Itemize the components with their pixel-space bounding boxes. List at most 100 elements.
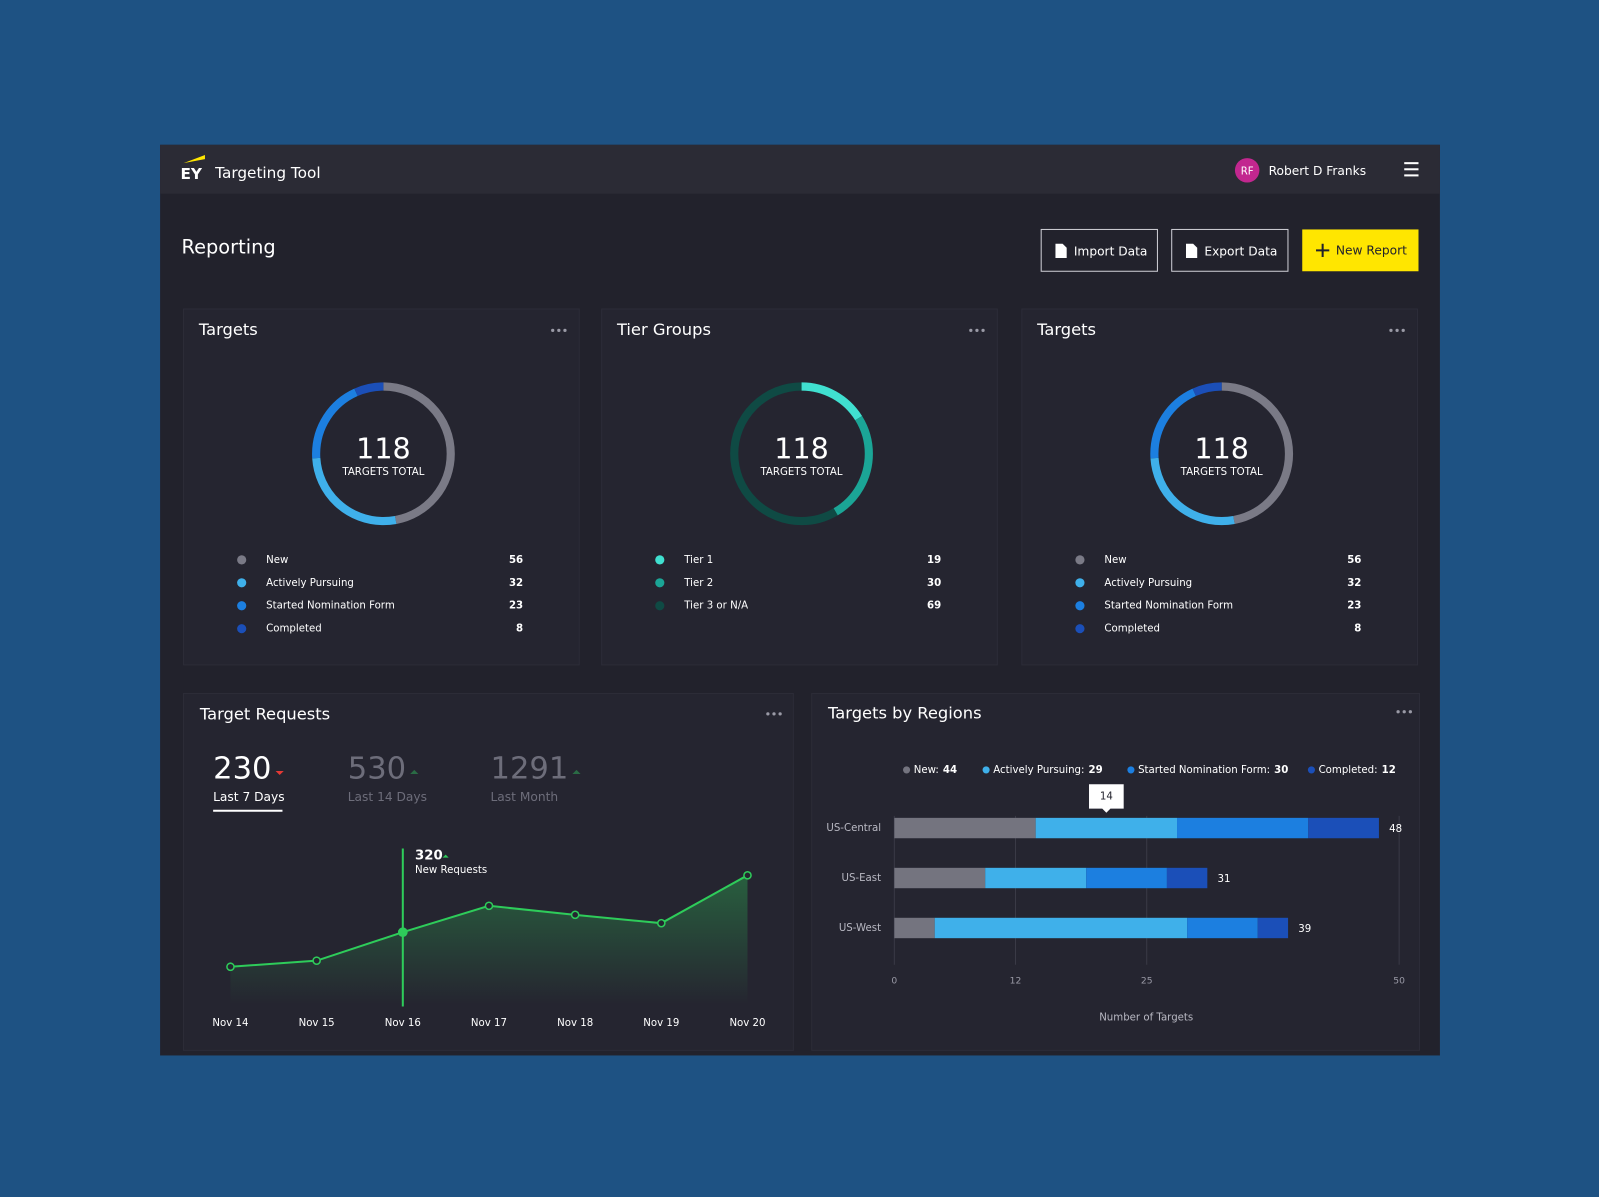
card — [1021, 308, 1418, 666]
bar-segment — [1086, 867, 1167, 889]
more-dot — [563, 328, 567, 333]
legend-label: New: — [914, 765, 939, 776]
donut-segment — [312, 382, 455, 526]
stat-value: 1291 — [491, 751, 569, 786]
legend-dot — [903, 766, 911, 774]
donut-segment — [1150, 382, 1294, 526]
donut-segment — [730, 382, 873, 526]
more-dot — [1408, 710, 1412, 714]
stat-label: Last Month — [491, 790, 559, 804]
donut-total: 118 — [356, 432, 411, 466]
export-button[interactable] — [1171, 228, 1289, 272]
top-bar — [160, 144, 1440, 194]
legend-dot — [655, 555, 665, 565]
legend-value: 23 — [509, 601, 523, 612]
legend-label: Actively Pursuing: — [993, 765, 1084, 776]
more-dot — [778, 712, 782, 716]
line-point — [570, 910, 580, 920]
bar-segment — [1166, 867, 1208, 889]
trend-arrow — [572, 769, 581, 775]
card-title: Targets — [198, 320, 258, 339]
trend-arrow — [410, 769, 419, 775]
legend-value: 30 — [927, 578, 941, 589]
legend-label: Started Nomination Form — [266, 601, 395, 612]
legend-dot — [1127, 766, 1135, 774]
area — [230, 875, 748, 1005]
menu-icon[interactable] — [1404, 162, 1419, 177]
more-dot — [772, 712, 776, 716]
stat-value: 230 — [213, 751, 271, 786]
bar-segment — [894, 867, 986, 889]
x-tick-label: Nov 14 — [212, 1018, 248, 1029]
annotation-arrow — [442, 854, 449, 858]
card-title: Targets by Regions — [827, 703, 982, 722]
button-label: Export Data — [1204, 244, 1277, 258]
x-tick-label: Nov 16 — [385, 1018, 421, 1029]
legend-total: 30 — [1274, 765, 1288, 776]
legend-dot — [237, 601, 247, 611]
x-tick-label: Nov 19 — [643, 1018, 679, 1029]
legend-label: New — [266, 555, 288, 566]
file-icon — [1185, 243, 1198, 259]
button-label: New Report — [1336, 243, 1407, 257]
legend-value: 56 — [509, 555, 523, 566]
line-point — [397, 927, 408, 938]
plus-icon — [1316, 243, 1330, 257]
more-dot — [975, 328, 979, 333]
more-dot — [1396, 710, 1400, 714]
bar-segment — [1257, 917, 1289, 939]
legend-label: Started Nomination Form — [1104, 601, 1233, 612]
legend-total: 12 — [1382, 765, 1396, 776]
card — [601, 308, 998, 666]
bar-total: 31 — [1218, 874, 1231, 885]
bar-segment — [1035, 817, 1178, 839]
donut-segment — [312, 382, 455, 526]
legend-label: Completed — [1104, 624, 1160, 635]
donut-total-label: TARGETS TOTAL — [760, 467, 843, 478]
legend-dot — [1075, 624, 1085, 634]
x-tick-label: 12 — [1010, 976, 1022, 987]
donut-segment — [312, 382, 455, 526]
x-tick-label: 25 — [1141, 976, 1153, 987]
legend-label: Tier 3 or N/A — [683, 601, 748, 612]
more-dot — [981, 328, 985, 333]
bar-segment — [1308, 817, 1379, 839]
legend-total: 44 — [943, 765, 957, 776]
stat-label: Last 14 Days — [348, 790, 427, 804]
donut-segment — [1150, 382, 1294, 526]
legend-dot — [237, 624, 247, 634]
legend-dot — [237, 555, 247, 565]
card-title: Targets — [1036, 320, 1096, 339]
avatar[interactable] — [1234, 158, 1260, 183]
user-name[interactable]: Robert D Franks — [1269, 164, 1367, 178]
more-dot — [969, 328, 973, 333]
more-dot — [766, 712, 770, 716]
more-dot — [1395, 328, 1399, 333]
app-name: Targeting Tool — [214, 164, 320, 182]
more-dot — [1401, 328, 1405, 333]
donut-total: 118 — [1194, 432, 1249, 466]
bar-segment — [894, 817, 1036, 839]
bar-segment — [894, 917, 935, 939]
line-point — [484, 901, 494, 911]
x-tick-label: 50 — [1393, 976, 1405, 987]
more-dot — [1389, 328, 1393, 333]
annotation-value: 320 — [415, 849, 443, 864]
legend-label: Tier 2 — [683, 578, 713, 589]
import-button[interactable] — [1040, 228, 1158, 272]
x-tick-label: Nov 18 — [557, 1018, 593, 1029]
logo-mark — [183, 155, 205, 164]
x-tick-label: Nov 15 — [299, 1018, 335, 1029]
legend-value: 8 — [516, 624, 523, 635]
trend-arrow — [275, 770, 284, 776]
avatar-initials: RF — [1241, 166, 1254, 177]
bar-total: 48 — [1389, 824, 1402, 835]
legend-value: 23 — [1347, 601, 1361, 612]
line-point — [656, 918, 666, 928]
button-label: Import Data — [1074, 244, 1148, 258]
legend-label: Completed — [266, 624, 322, 635]
y-tick-label: US-Central — [826, 823, 881, 834]
bar-segment — [1187, 917, 1258, 939]
y-tick-label: US-West — [839, 923, 881, 934]
legend-label: Started Nomination Form: — [1138, 765, 1270, 776]
